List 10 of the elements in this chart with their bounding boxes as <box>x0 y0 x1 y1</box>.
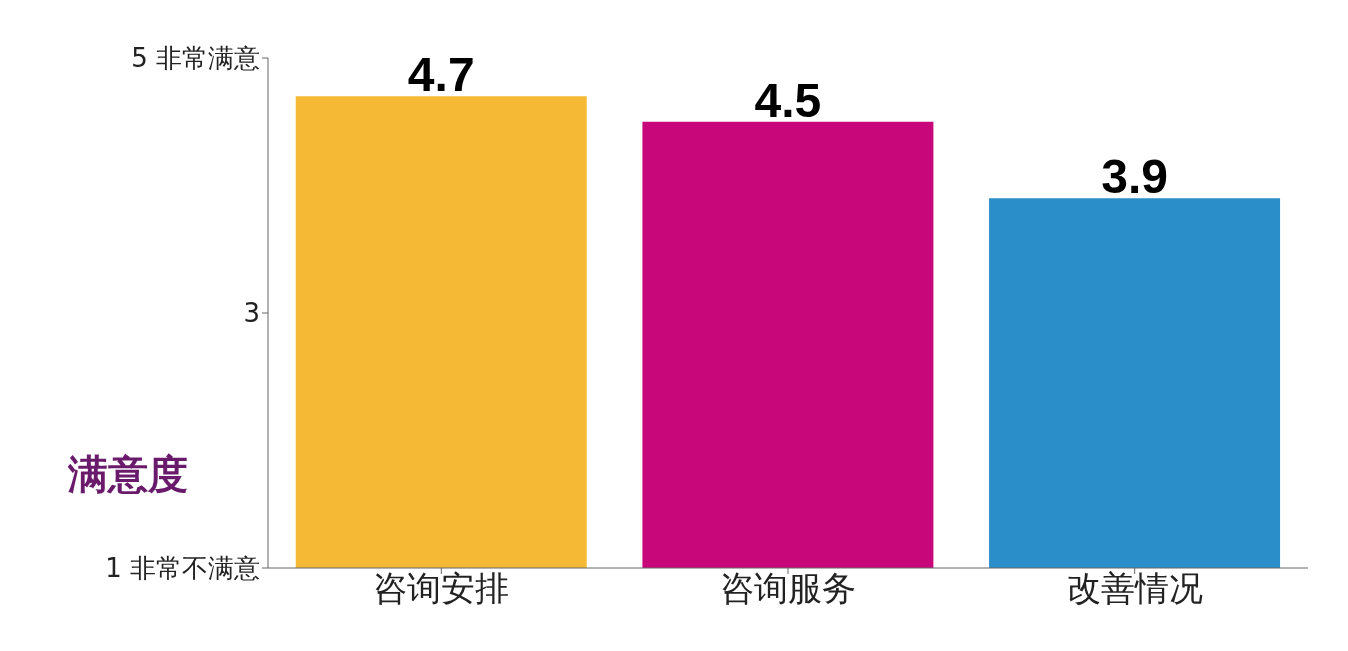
x-tick-label: 咨询服务 <box>720 568 856 609</box>
y-tick-label: 5 非常满意 <box>131 43 260 74</box>
y-tick-label: 1 非常不满意 <box>105 553 260 584</box>
data-label: 4.5 <box>754 73 822 127</box>
x-tick-label: 咨询安排 <box>373 568 510 609</box>
x-tick-label: 改善情况 <box>1066 568 1203 609</box>
data-label: 3.9 <box>1101 150 1168 204</box>
y-tick-label: 3 <box>243 298 260 329</box>
data-label: 4.7 <box>407 48 475 102</box>
y-axis-title: 满意度 <box>67 451 188 497</box>
